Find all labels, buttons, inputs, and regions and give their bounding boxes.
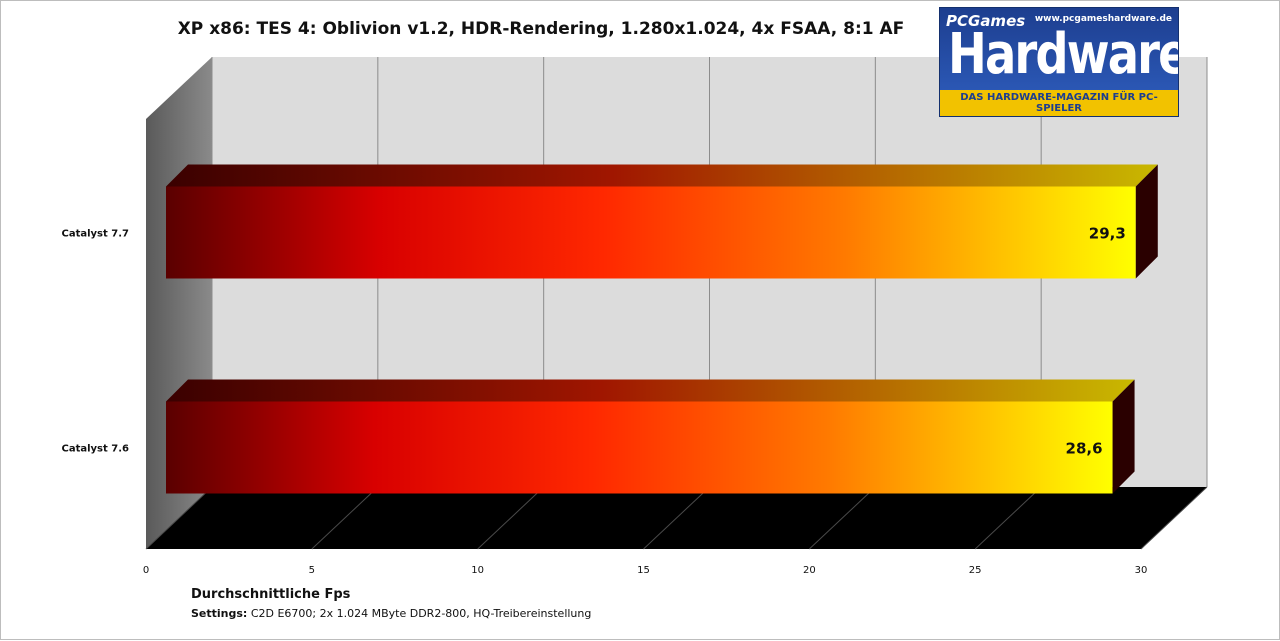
settings-text: C2D E6700; 2x 1.024 MByte DDR2-800, HQ-T… bbox=[247, 607, 592, 620]
category-label: Catalyst 7.6 bbox=[62, 444, 130, 455]
floor-gridline bbox=[1140, 486, 1208, 550]
x-tick-label: 5 bbox=[309, 565, 315, 576]
settings-label: Settings: bbox=[191, 607, 248, 620]
chart-title: XP x86: TES 4: Oblivion v1.2, HDR-Render… bbox=[177, 19, 905, 39]
floor-gridline bbox=[477, 486, 545, 550]
logo-url: www.pcgameshardware.de bbox=[1034, 14, 1172, 24]
x-tick-label: 0 bbox=[143, 565, 149, 576]
x-tick-label: 10 bbox=[471, 565, 484, 576]
logo-name: Hardware bbox=[948, 22, 1179, 87]
floor-gridline bbox=[974, 486, 1042, 550]
x-tick-label: 30 bbox=[1135, 565, 1148, 576]
category-label: Catalyst 7.7 bbox=[62, 229, 130, 240]
pcgh-logo: PCGames www.pcgameshardware.de Hardware … bbox=[939, 7, 1179, 117]
bar bbox=[166, 186, 1136, 279]
x-tick-label: 20 bbox=[803, 565, 816, 576]
bar bbox=[166, 401, 1113, 494]
settings-note: Settings: C2D E6700; 2x 1.024 MByte DDR2… bbox=[191, 607, 591, 620]
floor-gridline bbox=[145, 486, 213, 550]
logo-tagline: DAS HARDWARE-MAGAZIN FÜR PC-SPIELER bbox=[940, 90, 1178, 116]
bar-side bbox=[1135, 164, 1158, 279]
bar-value-label: 28,6 bbox=[1066, 440, 1103, 458]
bar-top bbox=[166, 164, 1158, 187]
floor-gridline bbox=[643, 486, 710, 550]
x-tick-label: 15 bbox=[637, 565, 650, 576]
x-axis-label: Durchschnittliche Fps bbox=[191, 587, 351, 602]
x-tick-label: 25 bbox=[969, 565, 982, 576]
bar-side bbox=[1112, 379, 1135, 494]
logo-brand: PCGames bbox=[946, 12, 1026, 30]
bar-value-label: 29,3 bbox=[1089, 225, 1126, 243]
floor-gridline bbox=[808, 486, 876, 550]
floor-gridline bbox=[311, 486, 379, 550]
bar-top bbox=[166, 379, 1135, 402]
